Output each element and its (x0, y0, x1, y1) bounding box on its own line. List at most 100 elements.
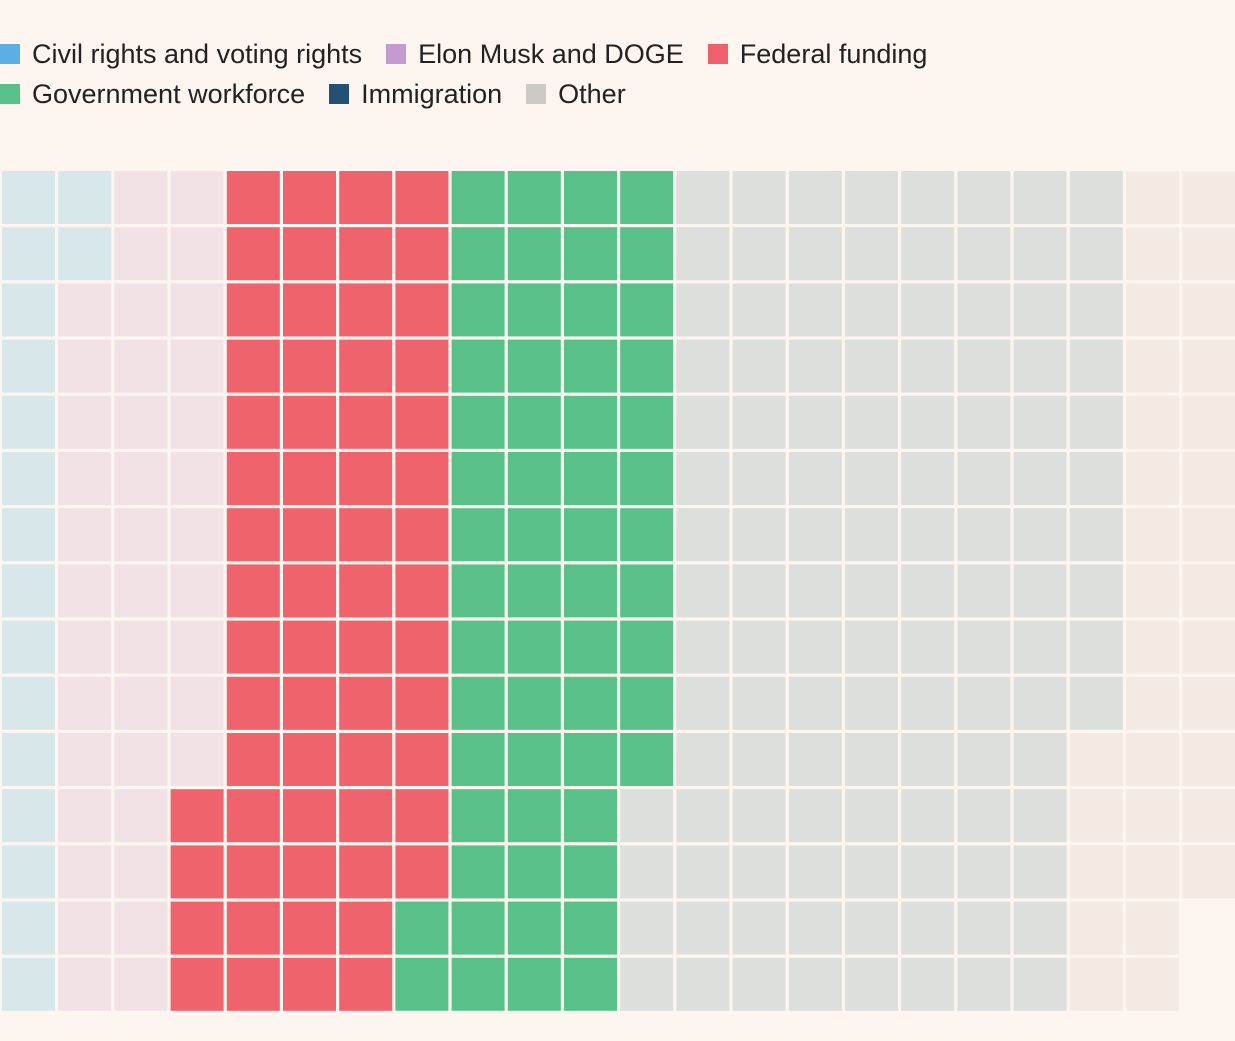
waffle-cell-federal (226, 283, 280, 337)
waffle-cell-workforce (564, 339, 617, 393)
waffle-cell-other-light (620, 845, 674, 899)
legend-label-federal-funding: Federal funding (739, 39, 928, 69)
waffle-cell-pink-light (170, 339, 224, 393)
waffle-cell-beige-light (1069, 845, 1123, 899)
waffle-cell-other-light (901, 620, 955, 674)
waffle-cell-other-light (620, 957, 674, 1011)
waffle-cell-pink-light (114, 508, 168, 562)
legend-item-elon-musk-doge[interactable]: Elon Musk and DOGE (386, 34, 684, 74)
waffle-cell-civil-light (2, 452, 55, 505)
waffle-cell-federal (170, 957, 224, 1011)
waffle-cell-federal (283, 901, 336, 955)
waffle-cell-other-light (901, 339, 955, 393)
legend-item-civil-rights[interactable]: Civil rights and voting rights (0, 34, 362, 74)
waffle-cell-federal (395, 395, 449, 449)
waffle-cell-federal (339, 339, 393, 393)
legend-swatch-immigration (329, 84, 350, 104)
waffle-cell-pink-light (58, 789, 112, 843)
waffle-cell-pink-light (114, 227, 168, 281)
waffle-cell-workforce (564, 564, 617, 618)
waffle-cell-workforce (451, 283, 505, 337)
waffle-cell-other-light (732, 845, 786, 899)
waffle-cell-beige-light (1182, 733, 1235, 786)
waffle-cell-civil-light (2, 564, 55, 618)
legend-swatch-elon-musk-doge (386, 44, 407, 64)
waffle-cell-beige-light (1182, 452, 1235, 505)
waffle-cell-federal (339, 733, 393, 786)
waffle-cell-other-light (1069, 508, 1123, 562)
waffle-cell-workforce (451, 901, 505, 955)
waffle-cell-other-light (845, 733, 898, 786)
legend-item-other[interactable]: Other (526, 74, 626, 114)
waffle-cell-other-light (1013, 789, 1067, 843)
waffle-cell-workforce (507, 452, 561, 505)
waffle-cell-other-light (957, 789, 1011, 843)
waffle-cell-federal (226, 620, 280, 674)
waffle-cell-other-light (901, 957, 955, 1011)
waffle-cell-workforce (451, 339, 505, 393)
waffle-cell-other-light (1069, 339, 1123, 393)
waffle-cell-other-light (957, 901, 1011, 955)
waffle-cell-other-light (788, 564, 842, 618)
waffle-cell-workforce (451, 395, 505, 449)
waffle-cell-pink-light (58, 676, 112, 730)
waffle-cell-federal (226, 339, 280, 393)
waffle-cell-pink-light (114, 620, 168, 674)
waffle-cell-other-light (676, 171, 730, 224)
waffle-cell-other-light (788, 395, 842, 449)
waffle-cell-pink-light (170, 508, 224, 562)
legend-item-government-workforce[interactable]: Government workforce (0, 74, 305, 114)
waffle-cell-federal (170, 845, 224, 899)
waffle-cell-beige-light (1126, 901, 1179, 955)
legend-label-other: Other (558, 79, 626, 109)
waffle-cell-workforce (620, 508, 674, 562)
waffle-cell-other-light (788, 283, 842, 337)
waffle-cell-pink-light (58, 564, 112, 618)
waffle-cell-workforce (564, 957, 617, 1011)
waffle-cell-pink-light (114, 676, 168, 730)
waffle-cell-civil-light (2, 733, 55, 786)
waffle-cell-workforce (564, 789, 617, 843)
waffle-cell-other-light (676, 789, 730, 843)
waffle-cell-federal (339, 508, 393, 562)
waffle-cell-other-light (676, 676, 730, 730)
waffle-cell-federal (339, 227, 393, 281)
waffle-cell-other-light (845, 845, 898, 899)
waffle-cell-federal (395, 733, 449, 786)
waffle-cell-other-light (1013, 733, 1067, 786)
waffle-cell-workforce (620, 283, 674, 337)
waffle-cell-beige-light (1182, 845, 1235, 899)
waffle-cell-other-light (957, 339, 1011, 393)
legend-swatch-other (526, 84, 547, 104)
waffle-cell-other-light (788, 676, 842, 730)
waffle-cell-other-light (788, 227, 842, 281)
legend-item-immigration[interactable]: Immigration (329, 74, 502, 114)
waffle-cell-federal (395, 227, 449, 281)
waffle-cell-other-light (732, 171, 786, 224)
legend-item-federal-funding[interactable]: Federal funding (707, 34, 928, 74)
waffle-cell-federal (395, 789, 449, 843)
waffle-cell-other-light (788, 789, 842, 843)
waffle-cell-federal (283, 564, 336, 618)
waffle-cell-federal (339, 676, 393, 730)
waffle-cell-workforce (620, 395, 674, 449)
waffle-cell-workforce (564, 452, 617, 505)
waffle-cell-workforce (507, 676, 561, 730)
waffle-cell-other-light (788, 620, 842, 674)
waffle-cell-other-light (845, 395, 898, 449)
waffle-cell-pink-light (170, 620, 224, 674)
waffle-cell-federal (283, 171, 336, 224)
waffle-cell-federal (226, 733, 280, 786)
waffle-cell-workforce (620, 676, 674, 730)
waffle-cell-other-light (732, 620, 786, 674)
waffle-cell-workforce (507, 171, 561, 224)
waffle-cell-federal (339, 845, 393, 899)
waffle-cell-federal (226, 171, 280, 224)
waffle-cell-other-light (957, 395, 1011, 449)
waffle-cell-federal (283, 845, 336, 899)
waffle-cell-workforce (507, 227, 561, 281)
waffle-cell-civil-light (2, 620, 55, 674)
waffle-cell-other-light (1013, 395, 1067, 449)
waffle-cell-beige-light (1126, 957, 1179, 1011)
waffle-cell-pink-light (114, 171, 168, 224)
